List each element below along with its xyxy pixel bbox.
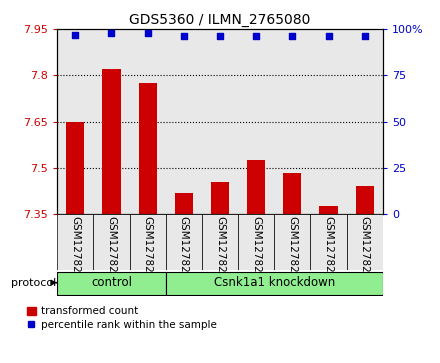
Bar [129, 214, 166, 270]
Bar [57, 29, 93, 214]
Text: GSM1278264: GSM1278264 [251, 216, 261, 286]
Bar [103, 69, 121, 214]
Point [216, 33, 224, 39]
Bar [347, 29, 383, 214]
Point [72, 32, 79, 37]
Bar [139, 83, 157, 214]
Bar [66, 122, 84, 214]
Bar [202, 29, 238, 214]
Point [180, 33, 187, 39]
Point [108, 30, 115, 36]
Point [325, 33, 332, 39]
Point [361, 33, 368, 39]
Bar [283, 172, 301, 214]
Title: GDS5360 / ILMN_2765080: GDS5360 / ILMN_2765080 [129, 13, 311, 26]
Bar [319, 207, 337, 214]
Bar [356, 186, 374, 214]
Bar [166, 214, 202, 270]
Point [144, 30, 151, 36]
Bar [166, 29, 202, 214]
Bar [247, 160, 265, 214]
Text: control: control [91, 276, 132, 289]
Point [253, 33, 260, 39]
Legend: transformed count, percentile rank within the sample: transformed count, percentile rank withi… [27, 306, 216, 330]
Bar [57, 272, 166, 295]
Bar [166, 272, 383, 295]
Text: Csnk1a1 knockdown: Csnk1a1 knockdown [214, 276, 335, 289]
Bar [274, 29, 311, 214]
Bar [238, 29, 274, 214]
Bar [93, 29, 129, 214]
Bar [347, 214, 383, 270]
Bar [202, 214, 238, 270]
Text: GSM1278262: GSM1278262 [179, 216, 189, 286]
Bar [311, 214, 347, 270]
Text: protocol: protocol [11, 278, 56, 287]
Text: GSM1278260: GSM1278260 [106, 216, 117, 286]
Text: GSM1278259: GSM1278259 [70, 216, 80, 286]
Bar [211, 182, 229, 214]
Bar [238, 214, 274, 270]
Bar [311, 29, 347, 214]
Bar [175, 192, 193, 214]
Text: GSM1278261: GSM1278261 [143, 216, 153, 286]
Text: GSM1278266: GSM1278266 [323, 216, 334, 286]
Bar [129, 29, 166, 214]
Bar [57, 214, 93, 270]
Text: GSM1278265: GSM1278265 [287, 216, 297, 286]
Bar [274, 214, 311, 270]
Text: GSM1278267: GSM1278267 [360, 216, 370, 286]
Point [289, 33, 296, 39]
Text: GSM1278263: GSM1278263 [215, 216, 225, 286]
Bar [93, 214, 129, 270]
